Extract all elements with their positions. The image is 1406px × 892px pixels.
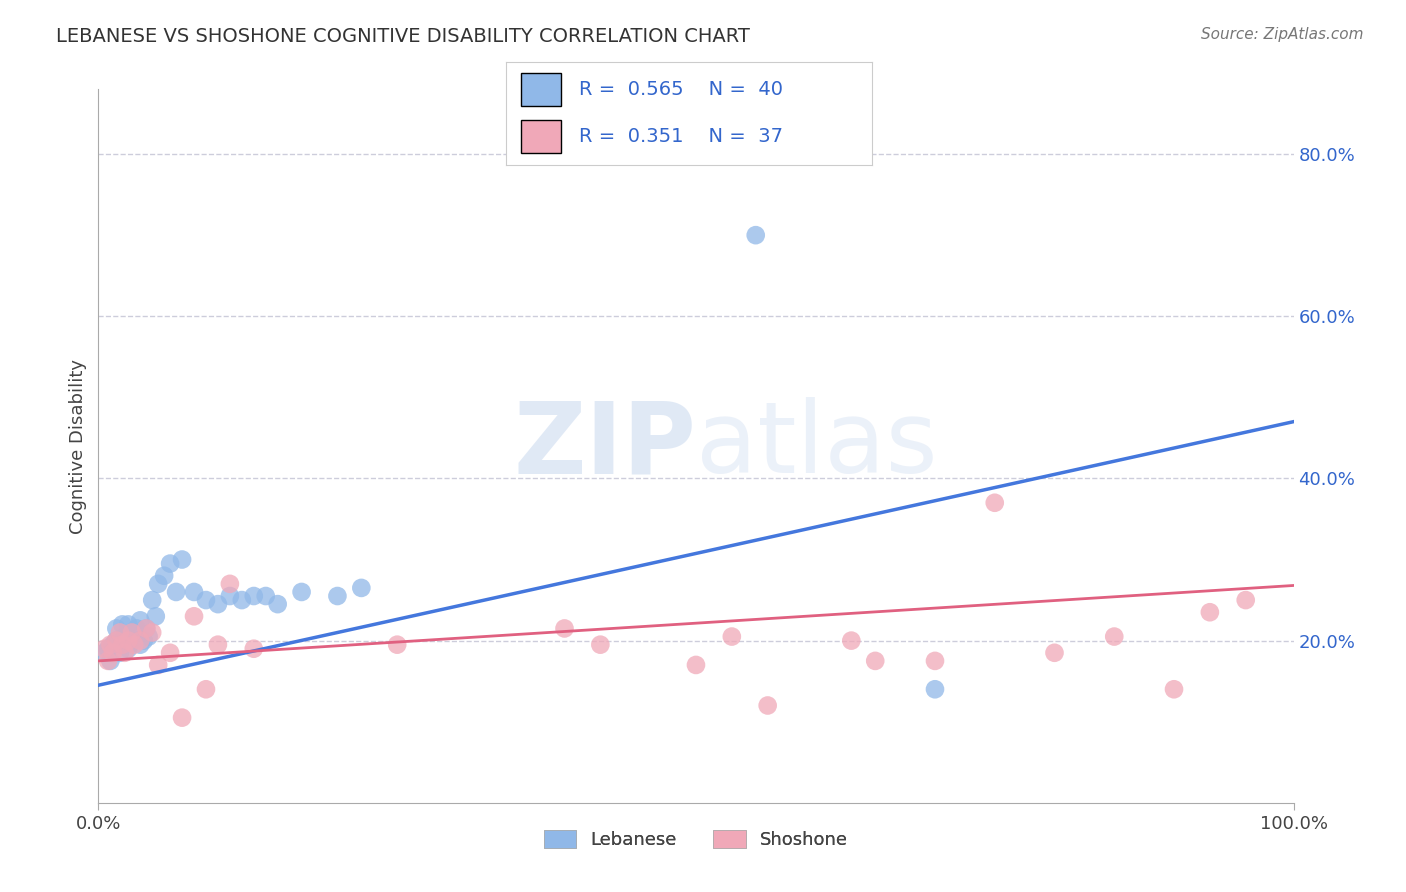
Point [101, 638, 124, 652]
Point [117, 641, 139, 656]
Point [1199, 605, 1222, 619]
Point [165, 585, 187, 599]
Point [243, 641, 266, 656]
Text: atlas: atlas [696, 398, 938, 494]
Point [108, 625, 131, 640]
Point [153, 568, 176, 582]
Point [207, 597, 229, 611]
Point [132, 633, 155, 648]
Point [195, 682, 218, 697]
Point [841, 633, 863, 648]
Point [1043, 646, 1066, 660]
Point [554, 622, 576, 636]
Point [172, 552, 194, 566]
Text: Source: ZipAtlas.com: Source: ZipAtlas.com [1201, 27, 1364, 42]
Point [117, 617, 139, 632]
Point [159, 557, 181, 571]
Point [125, 622, 148, 636]
Point [267, 597, 290, 611]
Point [124, 638, 146, 652]
Point [114, 630, 136, 644]
Point [145, 609, 167, 624]
Point [385, 638, 409, 652]
Point [114, 646, 136, 660]
Point [135, 622, 157, 636]
Point [111, 617, 134, 632]
Point [172, 711, 194, 725]
Point [148, 657, 170, 672]
Point [141, 625, 163, 640]
Point [219, 589, 242, 603]
Point [183, 609, 205, 624]
Point [129, 638, 152, 652]
Text: ZIP: ZIP [513, 398, 696, 494]
Point [243, 589, 266, 603]
Point [924, 654, 946, 668]
Point [1234, 593, 1257, 607]
Point [350, 581, 373, 595]
Point [924, 682, 946, 697]
Point [117, 633, 139, 648]
Y-axis label: Cognitive Disability: Cognitive Disability [69, 359, 87, 533]
Point [138, 630, 160, 644]
Point [291, 585, 314, 599]
Point [159, 646, 181, 660]
Point [756, 698, 779, 713]
Point [195, 593, 218, 607]
Point [219, 577, 242, 591]
Point [589, 638, 612, 652]
Point [98, 638, 122, 652]
Point [105, 633, 128, 648]
Point [326, 589, 349, 603]
Point [101, 646, 124, 660]
Text: R =  0.565    N =  40: R = 0.565 N = 40 [579, 79, 783, 99]
Point [121, 625, 143, 640]
Text: R =  0.351    N =  37: R = 0.351 N = 37 [579, 127, 783, 145]
Point [148, 577, 170, 591]
Legend: Lebanese, Shoshone: Lebanese, Shoshone [534, 821, 858, 858]
Point [207, 638, 229, 652]
Point [685, 657, 707, 672]
Point [93, 646, 115, 660]
Point [93, 641, 115, 656]
Point [129, 613, 152, 627]
FancyBboxPatch shape [520, 73, 561, 105]
Point [1163, 682, 1185, 697]
Point [721, 630, 744, 644]
Point [183, 585, 205, 599]
Point [1104, 630, 1126, 644]
Text: LEBANESE VS SHOSHONE COGNITIVE DISABILITY CORRELATION CHART: LEBANESE VS SHOSHONE COGNITIVE DISABILIT… [56, 27, 751, 45]
Point [97, 641, 120, 656]
Point [105, 633, 128, 648]
Point [865, 654, 887, 668]
Point [98, 654, 122, 668]
Point [231, 593, 253, 607]
Point [97, 654, 120, 668]
Point [108, 646, 131, 660]
Point [745, 228, 768, 243]
Point [135, 622, 157, 636]
Point [124, 633, 146, 648]
FancyBboxPatch shape [520, 120, 561, 153]
Point [141, 593, 163, 607]
Point [105, 622, 128, 636]
Point [129, 633, 152, 648]
Point [111, 638, 134, 652]
Point [984, 496, 1007, 510]
Point [111, 638, 134, 652]
Point [254, 589, 277, 603]
Point [121, 625, 143, 640]
